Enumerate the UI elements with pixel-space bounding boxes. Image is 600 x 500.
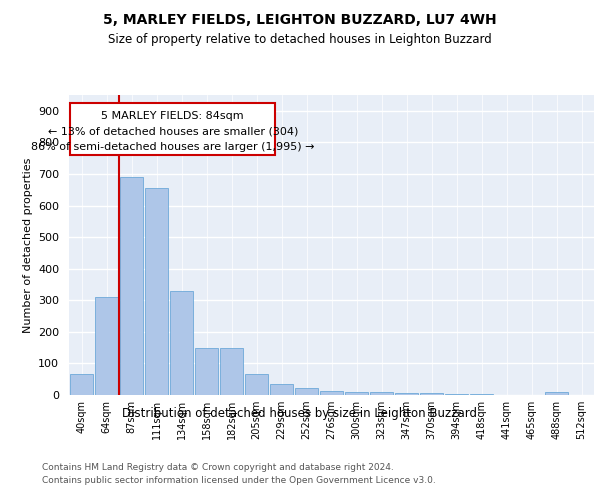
Bar xyxy=(194,348,218,395)
Bar xyxy=(470,394,493,395)
Bar xyxy=(395,394,418,395)
Text: ← 13% of detached houses are smaller (304): ← 13% of detached houses are smaller (30… xyxy=(47,126,298,136)
Bar xyxy=(344,392,368,395)
FancyBboxPatch shape xyxy=(70,103,275,155)
Bar xyxy=(269,384,293,395)
Text: Contains HM Land Registry data © Crown copyright and database right 2024.: Contains HM Land Registry data © Crown c… xyxy=(42,462,394,471)
Text: 86% of semi-detached houses are larger (1,995) →: 86% of semi-detached houses are larger (… xyxy=(31,142,314,152)
Bar xyxy=(545,392,568,395)
Text: Distribution of detached houses by size in Leighton Buzzard: Distribution of detached houses by size … xyxy=(122,408,478,420)
Y-axis label: Number of detached properties: Number of detached properties xyxy=(23,158,32,332)
Bar xyxy=(220,348,244,395)
Bar xyxy=(170,291,193,395)
Bar xyxy=(95,297,118,395)
Bar xyxy=(370,392,394,395)
Bar xyxy=(245,374,268,395)
Bar xyxy=(419,394,443,395)
Text: 5, MARLEY FIELDS, LEIGHTON BUZZARD, LU7 4WH: 5, MARLEY FIELDS, LEIGHTON BUZZARD, LU7 … xyxy=(103,12,497,26)
Bar xyxy=(145,188,169,395)
Text: Contains public sector information licensed under the Open Government Licence v3: Contains public sector information licen… xyxy=(42,476,436,485)
Bar xyxy=(295,388,319,395)
Bar xyxy=(70,374,94,395)
Text: 5 MARLEY FIELDS: 84sqm: 5 MARLEY FIELDS: 84sqm xyxy=(101,111,244,121)
Bar xyxy=(445,394,469,395)
Text: Size of property relative to detached houses in Leighton Buzzard: Size of property relative to detached ho… xyxy=(108,32,492,46)
Bar xyxy=(119,177,143,395)
Bar xyxy=(320,391,343,395)
